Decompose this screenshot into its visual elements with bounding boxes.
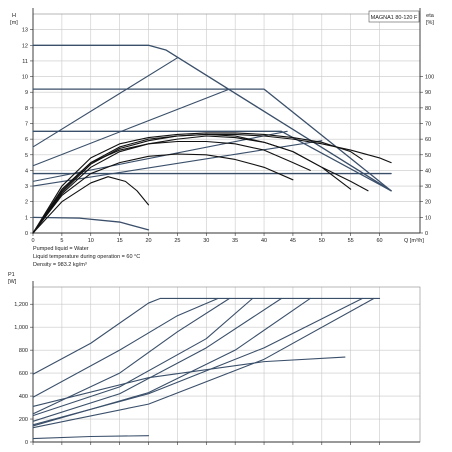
q-x-tick-label: 30	[203, 238, 209, 244]
power-curve	[32, 297, 219, 398]
power-curve	[32, 297, 381, 375]
eta-y-tick-label: 60	[425, 137, 431, 143]
power-y-tick-label: 200	[19, 417, 28, 423]
power-y-label-unit: [W]	[8, 279, 17, 285]
eta-y-tick-label: 40	[425, 168, 431, 174]
head-curve	[32, 216, 150, 231]
model-legend-label: MAGNA1 80-120 F	[371, 15, 418, 21]
power-curve	[32, 297, 311, 427]
power-y-tick-label: 1,200	[14, 302, 28, 308]
operating-note: Density = 983.2 kg/m³	[33, 262, 87, 268]
head-y-tick-label: 9	[25, 90, 28, 96]
eta-y-tick-label: 90	[425, 90, 431, 96]
head-curve	[32, 130, 392, 192]
q-x-label: Q [m³/h]	[404, 238, 424, 244]
power-y-tick-label: 600	[19, 371, 28, 377]
system-curve	[32, 140, 323, 187]
head-curve	[32, 88, 392, 192]
q-x-tick-label: 45	[290, 238, 296, 244]
head-y-tick-label: 3	[25, 184, 28, 190]
q-x-tick-label: 25	[174, 238, 180, 244]
eta-y-tick-label: 30	[425, 184, 431, 190]
power-curve	[32, 297, 363, 426]
power-curve	[32, 356, 346, 407]
q-x-tick-label: 15	[117, 238, 123, 244]
q-x-tick-label: 50	[319, 238, 325, 244]
system-curve	[32, 88, 230, 167]
power-curve	[32, 297, 375, 429]
head-y-tick-label: 1	[25, 215, 28, 221]
eta-y-tick-label: 0	[425, 231, 428, 237]
power-curve	[32, 297, 230, 415]
head-y-tick-label: 10	[22, 75, 28, 81]
head-y-tick-label: 2	[25, 200, 28, 206]
operating-note: Liquid temperature during operation = 60…	[33, 254, 140, 260]
power-curve	[32, 297, 254, 417]
eta-y-tick-label: 70	[425, 122, 431, 128]
power-chart-grid	[32, 287, 420, 443]
efficiency-curve	[32, 176, 150, 234]
q-x-tick-label: 10	[88, 238, 94, 244]
q-x-tick-label: 0	[31, 238, 34, 244]
eta-y-label: eta	[426, 13, 435, 19]
head-y-tick-label: 0	[25, 231, 28, 237]
system-curve	[32, 57, 178, 148]
head-y-tick-label: 12	[22, 43, 28, 49]
efficiency-curve	[32, 132, 363, 234]
head-y-label: H	[12, 13, 16, 19]
efficiency-curve	[32, 140, 311, 234]
q-x-tick-label: 60	[377, 238, 383, 244]
eta-y-tick-label: 80	[425, 106, 431, 112]
eta-y-tick-label: 20	[425, 200, 431, 206]
head-y-tick-label: 7	[25, 122, 28, 128]
power-y-tick-label: 1,000	[14, 325, 28, 331]
power-y-tick-label: 0	[25, 440, 28, 446]
head-y-tick-label: 5	[25, 153, 28, 159]
eta-y-tick-label: 10	[425, 215, 431, 221]
head-curve	[32, 44, 392, 192]
q-x-tick-label: 20	[145, 238, 151, 244]
eta-y-tick-label: 50	[425, 153, 431, 159]
head-y-tick-label: 8	[25, 106, 28, 112]
model-legend-box	[368, 10, 420, 23]
head-chart-grid	[32, 14, 420, 234]
q-x-tick-label: 35	[232, 238, 238, 244]
q-x-tick-label: 40	[261, 238, 267, 244]
power-curve	[32, 435, 150, 440]
head-y-tick-label: 4	[25, 168, 28, 174]
head-y-tick-label: 6	[25, 137, 28, 143]
power-y-tick-label: 800	[19, 348, 28, 354]
head-y-label-unit: [m]	[10, 20, 18, 26]
eta-y-tick-label: 100	[425, 75, 434, 81]
operating-note: Pumped liquid = Water	[33, 246, 89, 252]
q-x-tick-label: 55	[348, 238, 354, 244]
eta-y-label-unit: [%]	[426, 20, 434, 26]
power-curve	[32, 297, 282, 422]
head-y-tick-label: 13	[22, 28, 28, 34]
head-y-tick-label: 11	[22, 59, 28, 65]
power-y-label: P1	[8, 272, 15, 278]
efficiency-curve	[32, 153, 294, 234]
q-x-tick-label: 5	[60, 238, 63, 244]
power-y-tick-label: 400	[19, 394, 28, 400]
